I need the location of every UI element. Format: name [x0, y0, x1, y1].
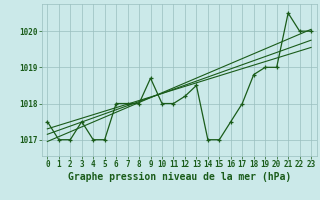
X-axis label: Graphe pression niveau de la mer (hPa): Graphe pression niveau de la mer (hPa)	[68, 172, 291, 182]
